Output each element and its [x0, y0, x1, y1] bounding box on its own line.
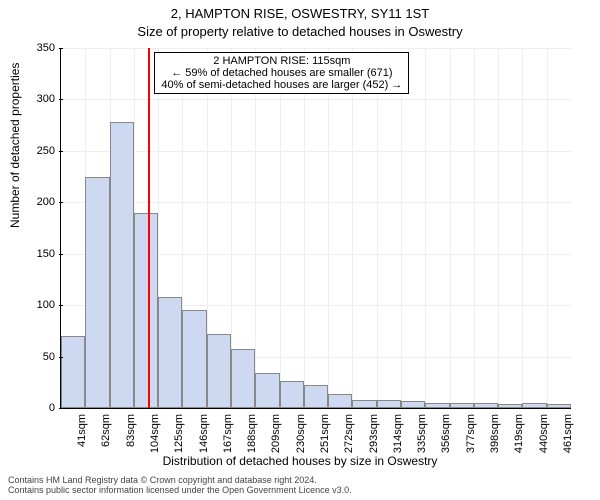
annotation-line3: 40% of semi-detached houses are larger (…	[161, 79, 402, 91]
x-tick-label: 83sqm	[125, 414, 137, 447]
gridline-v	[280, 48, 281, 408]
x-tick-label: 314sqm	[392, 414, 404, 453]
gridline-v	[352, 48, 353, 408]
y-tick-mark	[59, 305, 63, 306]
x-tick-label: 461sqm	[562, 414, 574, 453]
gridline-v	[498, 48, 499, 408]
x-tick-label: 419sqm	[513, 414, 525, 453]
x-tick-label: 377sqm	[465, 414, 477, 453]
reference-line	[148, 48, 150, 408]
chart-title-line2: Size of property relative to detached ho…	[0, 24, 600, 39]
y-tick-label: 100	[0, 299, 55, 311]
gridline-h	[61, 151, 571, 152]
histogram-bar	[304, 385, 328, 408]
x-tick-label: 335sqm	[416, 414, 428, 453]
y-tick-label: 150	[0, 248, 55, 260]
annotation-line2: ← 59% of detached houses are smaller (67…	[161, 67, 402, 79]
x-tick-label: 230sqm	[295, 414, 307, 453]
y-tick-mark	[59, 99, 63, 100]
histogram-bar	[158, 297, 182, 408]
histogram-bar	[280, 381, 304, 408]
histogram-bar	[328, 394, 352, 408]
y-tick-mark	[59, 202, 63, 203]
annotation-line1: 2 HAMPTON RISE: 115sqm	[161, 55, 402, 67]
gridline-h	[61, 48, 571, 49]
chart-title-line1: 2, HAMPTON RISE, OSWESTRY, SY11 1ST	[0, 6, 600, 21]
x-tick-label: 104sqm	[149, 414, 161, 453]
y-tick-label: 50	[0, 351, 55, 363]
histogram-bar	[547, 404, 571, 408]
chart-container: 2, HAMPTON RISE, OSWESTRY, SY11 1ST Size…	[0, 0, 600, 500]
gridline-v	[401, 48, 402, 408]
y-tick-mark	[59, 408, 63, 409]
histogram-bar	[498, 404, 522, 408]
gridline-v	[522, 48, 523, 408]
y-tick-label: 200	[0, 196, 55, 208]
y-tick-label: 0	[0, 402, 55, 414]
gridline-v	[377, 48, 378, 408]
y-tick-mark	[59, 254, 63, 255]
histogram-bar	[61, 336, 85, 408]
gridline-v	[547, 48, 548, 408]
x-tick-label: 440sqm	[538, 414, 550, 453]
x-tick-label: 167sqm	[222, 414, 234, 453]
histogram-bar	[474, 403, 498, 408]
footer-line2: Contains public sector information licen…	[8, 486, 352, 496]
x-tick-label: 272sqm	[343, 414, 355, 453]
gridline-v	[255, 48, 256, 408]
x-axis-label: Distribution of detached houses by size …	[0, 454, 600, 468]
gridline-v	[425, 48, 426, 408]
y-tick-label: 300	[0, 93, 55, 105]
gridline-v	[450, 48, 451, 408]
histogram-bar	[352, 400, 376, 408]
x-tick-label: 356sqm	[440, 414, 452, 453]
histogram-bar	[231, 349, 255, 408]
gridline-h	[61, 99, 571, 100]
histogram-bar	[207, 334, 231, 408]
histogram-bar	[255, 373, 279, 408]
histogram-bar	[401, 401, 425, 408]
gridline-h	[61, 202, 571, 203]
histogram-bar	[110, 122, 134, 408]
gridline-v	[474, 48, 475, 408]
y-tick-mark	[59, 357, 63, 358]
histogram-bar	[377, 400, 401, 408]
y-tick-label: 250	[0, 145, 55, 157]
gridline-v	[304, 48, 305, 408]
histogram-bar	[450, 403, 474, 408]
x-tick-label: 62sqm	[100, 414, 112, 447]
histogram-bar	[182, 310, 206, 408]
histogram-bar	[85, 177, 109, 408]
x-tick-label: 251sqm	[319, 414, 331, 453]
histogram-bar	[134, 213, 158, 408]
x-tick-label: 146sqm	[198, 414, 210, 453]
histogram-bar	[522, 403, 546, 408]
y-tick-mark	[59, 48, 63, 49]
histogram-bar	[425, 403, 449, 408]
x-tick-label: 41sqm	[76, 414, 88, 447]
x-tick-label: 398sqm	[489, 414, 501, 453]
y-tick-label: 350	[0, 42, 55, 54]
gridline-v	[328, 48, 329, 408]
footer-attribution: Contains HM Land Registry data © Crown c…	[8, 476, 352, 496]
plot-area: 2 HAMPTON RISE: 115sqm← 59% of detached …	[60, 48, 571, 409]
x-tick-label: 293sqm	[368, 414, 380, 453]
x-tick-label: 188sqm	[246, 414, 258, 453]
x-tick-label: 125sqm	[173, 414, 185, 453]
y-tick-mark	[59, 151, 63, 152]
x-tick-label: 209sqm	[270, 414, 282, 453]
annotation-box: 2 HAMPTON RISE: 115sqm← 59% of detached …	[154, 52, 409, 94]
